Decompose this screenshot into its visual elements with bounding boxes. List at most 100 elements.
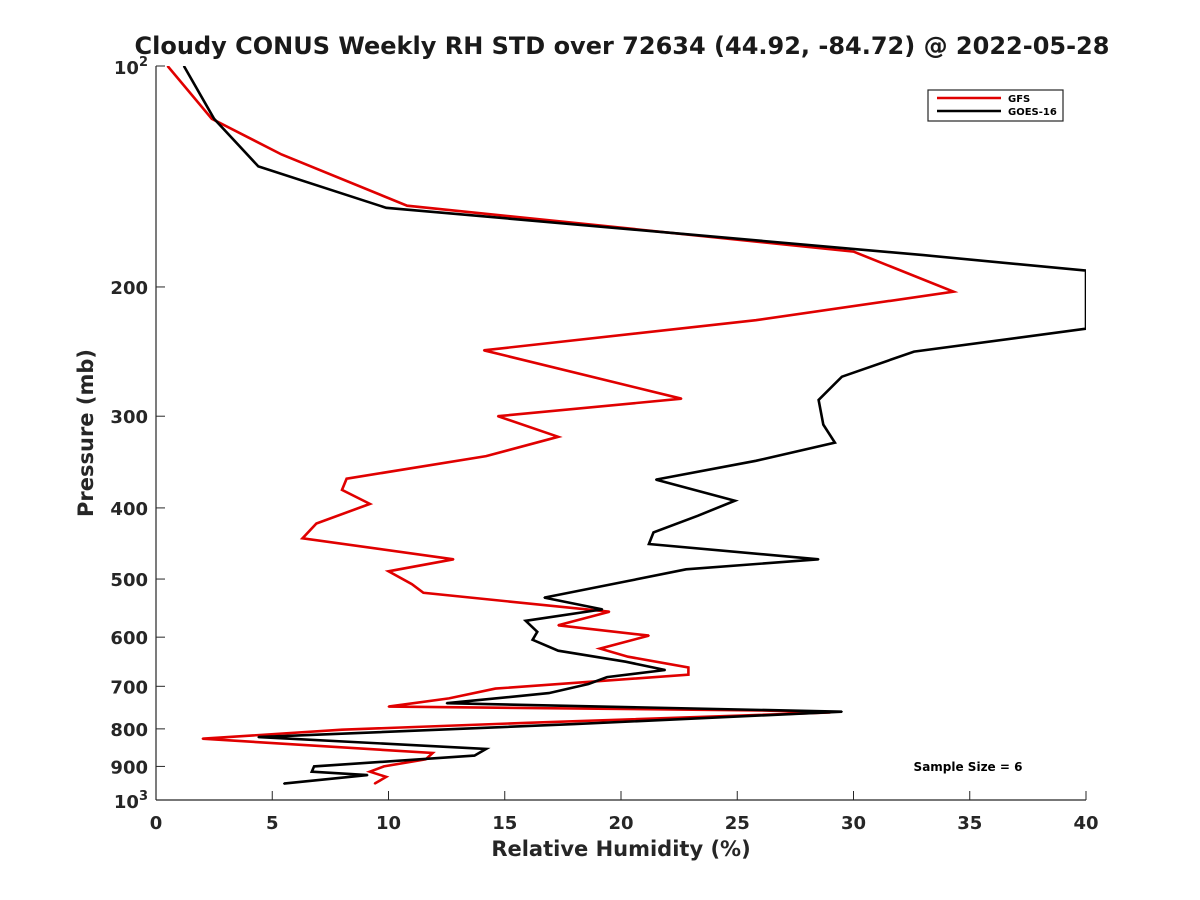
series-point [280, 153, 283, 156]
legend: GFS GOES-16 [927, 89, 1064, 122]
series-point [485, 455, 487, 457]
series-point [366, 774, 369, 776]
series-point [548, 692, 550, 694]
series-point [283, 782, 285, 785]
series-point [557, 624, 560, 627]
y-tick-label: 102 [114, 55, 148, 79]
series-point [183, 66, 185, 67]
series-goes-16 [182, 66, 1086, 785]
series-gfs [166, 66, 959, 785]
series-point [482, 349, 485, 352]
series-point [373, 782, 376, 785]
legend-label: GFS [1008, 94, 1030, 105]
series-point [310, 770, 313, 773]
series-point [557, 435, 560, 438]
series-point [201, 737, 204, 740]
series-point [387, 705, 390, 708]
series-point [852, 250, 855, 253]
series-point [687, 666, 690, 669]
y-tick-label: 700 [110, 677, 148, 698]
x-tick-label: 15 [492, 813, 517, 834]
series-point [608, 610, 611, 613]
x-axis-label: Relative Humidity (%) [491, 837, 750, 861]
y-tick-label: 900 [110, 757, 148, 778]
x-tick-label: 5 [266, 813, 279, 834]
series-point [369, 503, 371, 505]
series-point [599, 647, 601, 650]
series-line [182, 66, 1086, 785]
series-point [755, 319, 757, 322]
series-point [624, 660, 627, 663]
x-tick-label: 10 [376, 813, 401, 834]
series-point [166, 66, 169, 67]
series-point [841, 375, 843, 378]
series-point [922, 254, 925, 256]
x-tick-label: 0 [150, 813, 163, 834]
series-point [524, 619, 527, 622]
chart-title: Cloudy CONUS Weekly RH STD over 72634 (4… [135, 32, 1110, 60]
series-point [648, 543, 650, 545]
series-point [834, 441, 836, 444]
series-point [445, 702, 448, 705]
series-point [341, 728, 343, 731]
series-point [587, 683, 590, 685]
series-point [210, 117, 213, 120]
y-tick-label: 300 [110, 407, 148, 428]
series-point [369, 770, 371, 773]
y-tick-exponent: 2 [139, 55, 148, 70]
series-point [315, 522, 318, 525]
y-tick-base: 10 [114, 792, 139, 813]
y-tick-label: 500 [110, 570, 148, 591]
series-point [473, 754, 476, 757]
series-point [213, 117, 216, 120]
series-point [406, 204, 408, 207]
series-point [345, 477, 348, 480]
series-point [531, 638, 534, 641]
series-point [655, 478, 657, 481]
series-point [817, 399, 820, 401]
series-point [755, 459, 757, 462]
series-point [257, 165, 260, 168]
series-point [383, 765, 385, 768]
y-tick-label: 400 [110, 499, 148, 520]
series-point [841, 710, 843, 713]
series-point [601, 608, 604, 611]
series-point [913, 350, 915, 353]
series-point [496, 415, 499, 418]
series-point [527, 721, 529, 724]
y-axis-label: Pressure (mb) [74, 349, 98, 517]
series-point [648, 634, 650, 637]
series-point [385, 776, 388, 778]
series-point [573, 723, 576, 725]
series-point [606, 676, 608, 678]
series-point [422, 591, 425, 594]
series-point [301, 537, 304, 540]
y-tick-exponent: 3 [139, 789, 148, 804]
series-point [536, 630, 539, 633]
plot-area [155, 66, 1086, 801]
series-point [385, 206, 388, 209]
series-point [431, 752, 434, 754]
x-tick-label: 20 [608, 813, 633, 834]
x-tick-label: 25 [725, 813, 750, 834]
legend-box [927, 89, 1064, 122]
series-point [680, 397, 683, 400]
x-tick-label: 35 [957, 813, 982, 834]
x-axis-ticks: 0 5 10 15 20 25 30 35 40 [150, 791, 1099, 834]
series-point [822, 423, 825, 426]
y-tick-label: 800 [110, 720, 148, 741]
series-point [448, 697, 450, 700]
series-point [557, 649, 560, 652]
legend-label: GOES-16 [1008, 107, 1057, 118]
series-point [341, 489, 343, 491]
series-point [1085, 269, 1086, 272]
series-point [734, 499, 736, 502]
x-tick-label: 40 [1073, 813, 1098, 834]
series-point [627, 655, 629, 658]
series-point [952, 290, 955, 293]
series-line [166, 66, 959, 785]
series-point [485, 748, 487, 750]
series-point [685, 568, 687, 571]
series-point [452, 558, 455, 561]
